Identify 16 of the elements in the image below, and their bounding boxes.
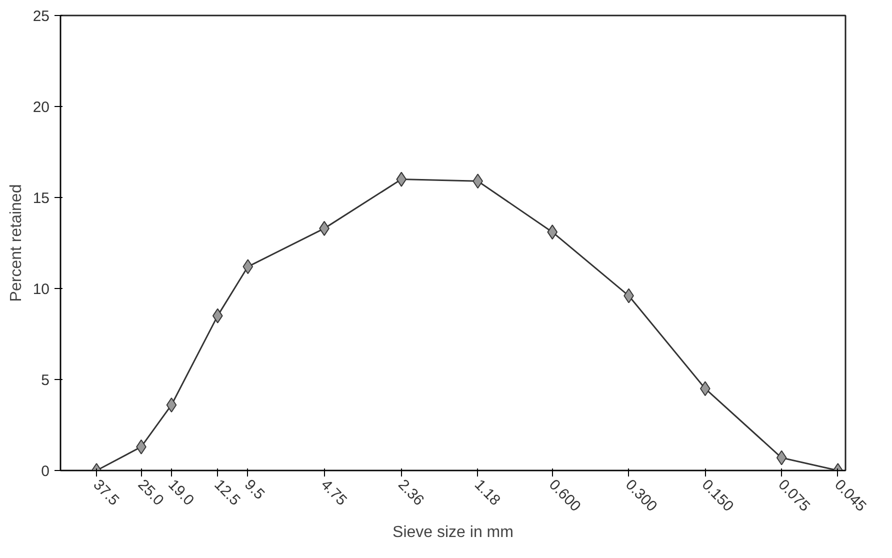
y-tick-label: 0 bbox=[41, 463, 50, 480]
x-axis-title: Sieve size in mm bbox=[392, 524, 514, 542]
y-tick-label: 10 bbox=[32, 281, 50, 298]
y-tick-label: 25 bbox=[32, 8, 50, 25]
x-tick-label: 2.36 bbox=[394, 476, 428, 510]
x-tick-label: 9.5 bbox=[241, 476, 268, 504]
x-tick-label: 19.0 bbox=[164, 476, 198, 510]
x-tick-label: 1.18 bbox=[470, 476, 504, 510]
x-tick-label: 12.5 bbox=[210, 476, 244, 510]
x-tick-label: 4.75 bbox=[317, 476, 350, 510]
y-tick-label: 5 bbox=[41, 372, 50, 389]
y-tick-label: 20 bbox=[32, 99, 50, 116]
x-tick-label: 37.5 bbox=[90, 476, 122, 510]
y-axis-title: Percent retained bbox=[8, 184, 25, 302]
x-tick-label: 25.0 bbox=[134, 476, 167, 510]
y-tick-label: 15 bbox=[32, 190, 50, 207]
